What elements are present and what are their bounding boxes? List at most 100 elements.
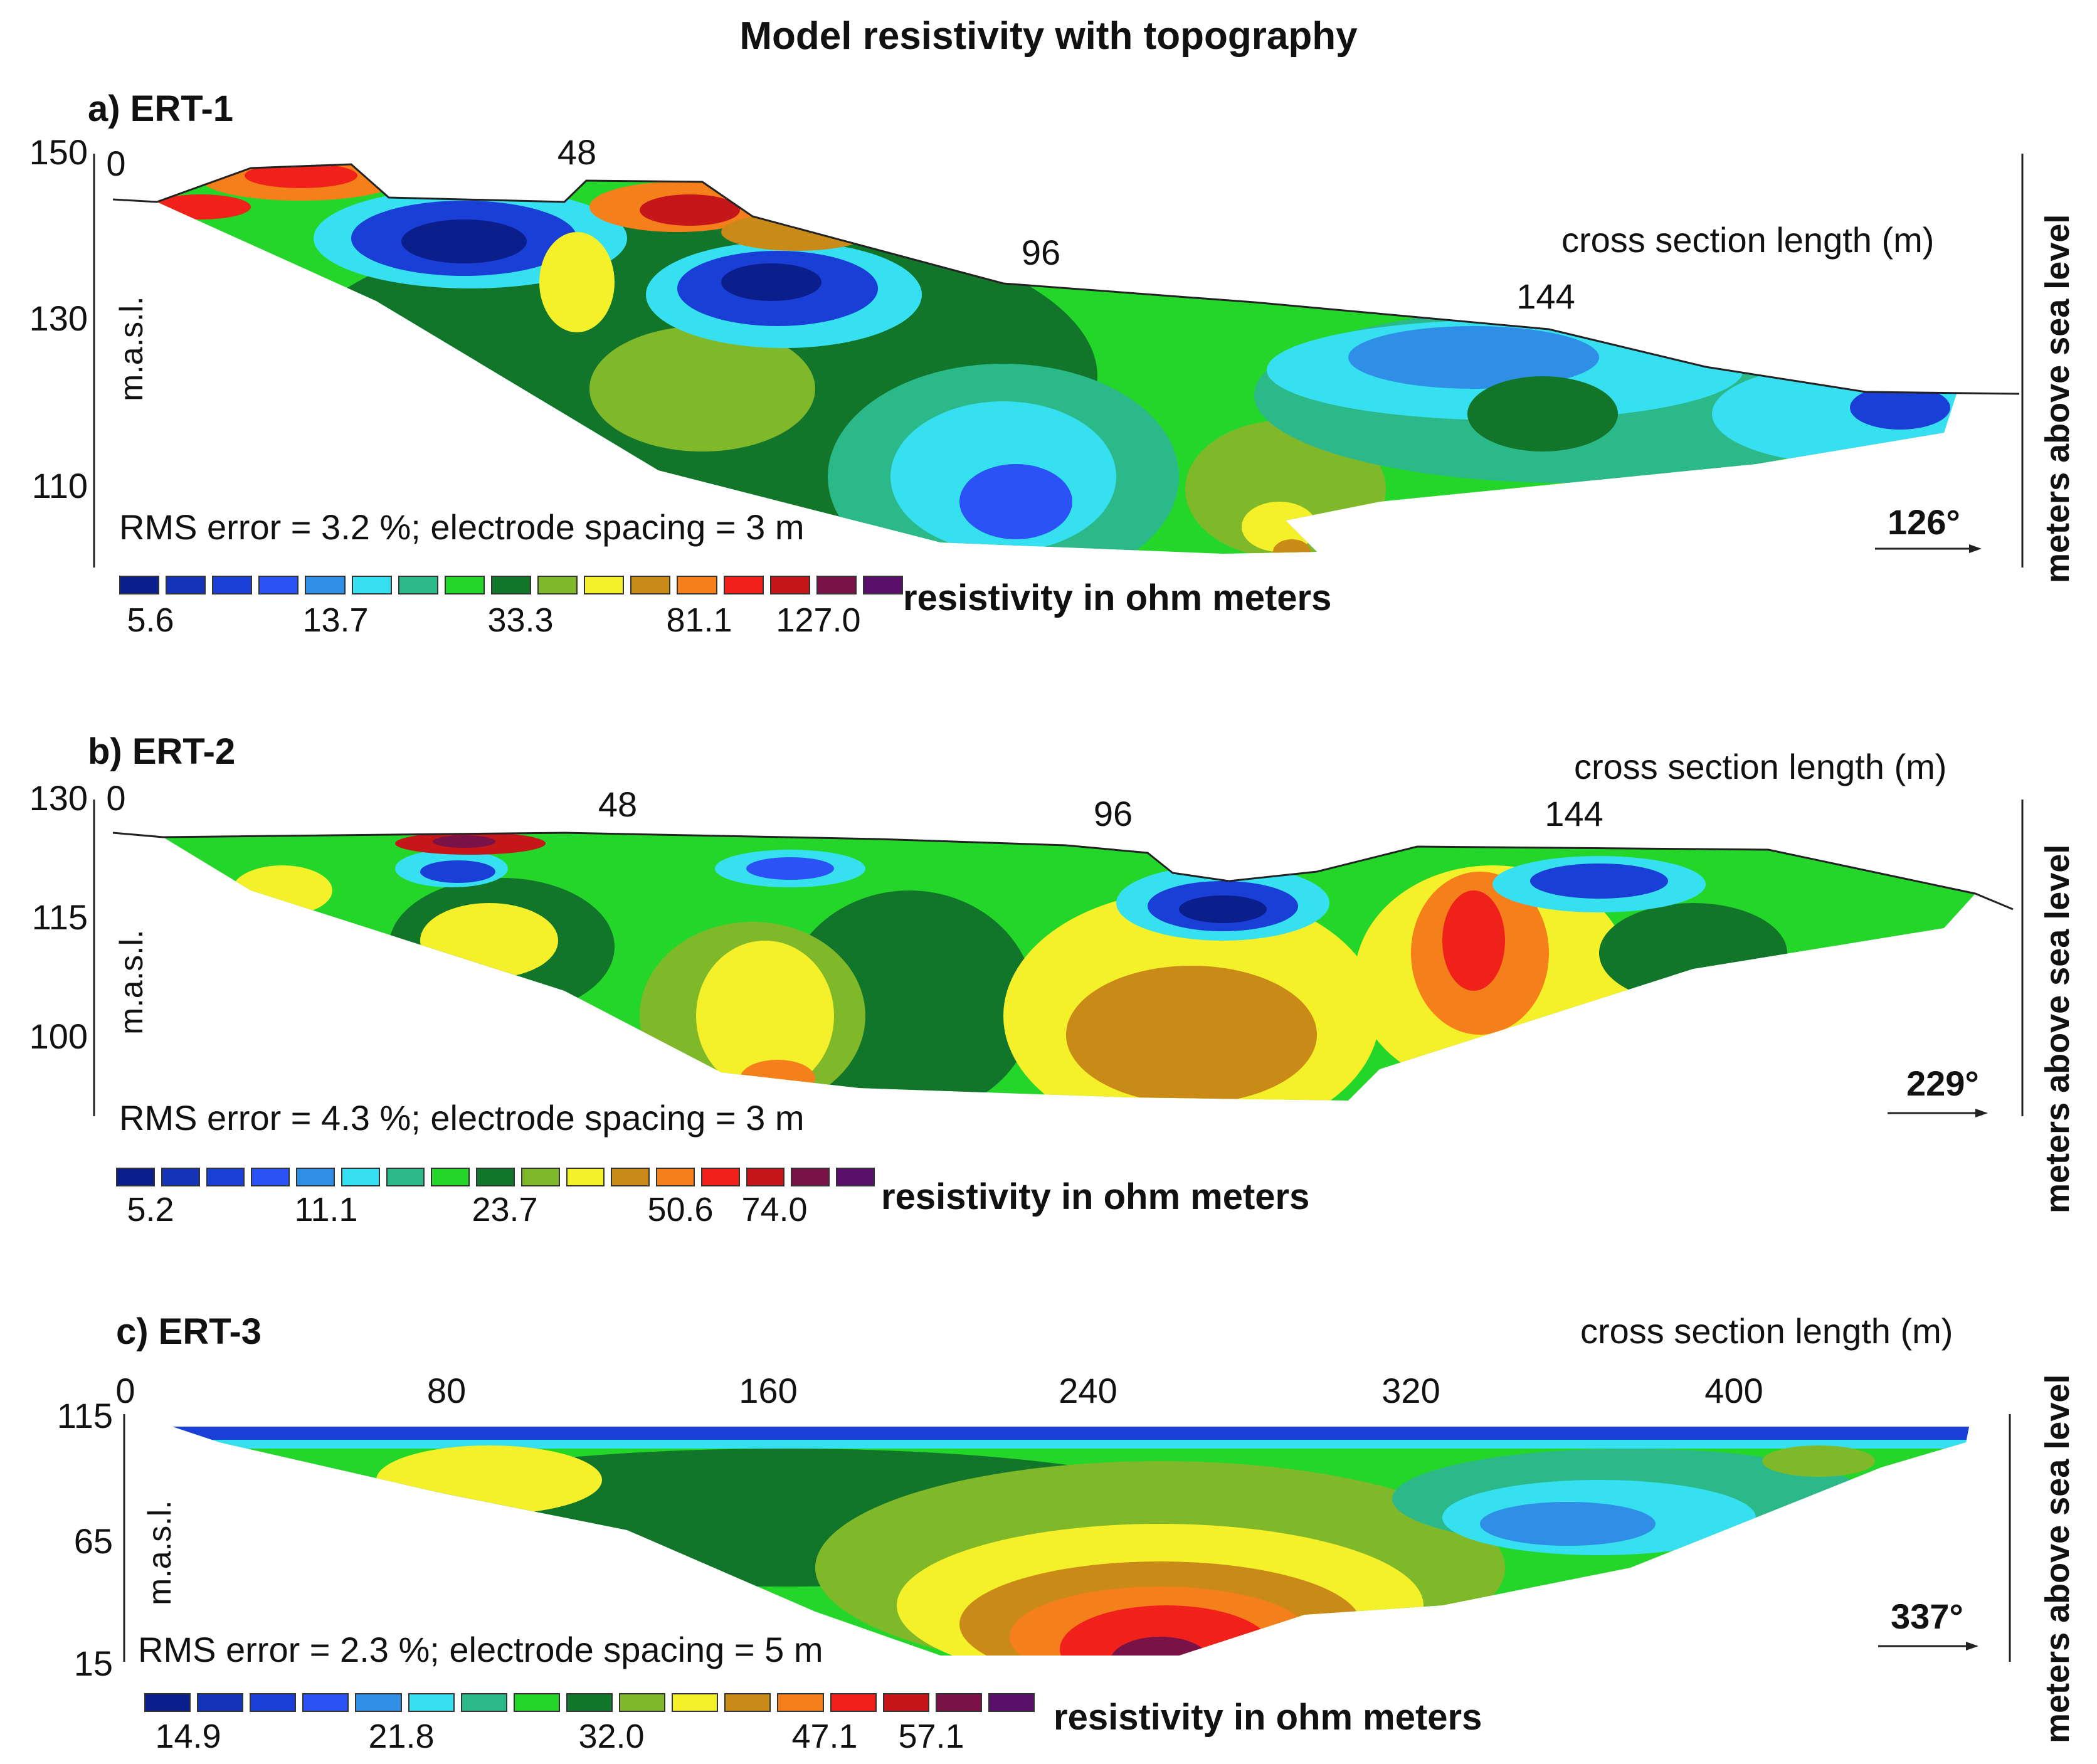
x-tick-ert3-240: 240 <box>1059 1371 1117 1410</box>
section-ert2 <box>163 833 1975 1101</box>
y-axis-right-label-ert3: meters above sea level <box>2039 1374 2076 1743</box>
color-swatch-1-3 <box>258 576 299 594</box>
x-tick-ert1-144: 144 <box>1516 277 1575 316</box>
legend-value-ert3-2: 32.0 <box>578 1718 645 1755</box>
x-tick-ert2-144: 144 <box>1545 794 1603 833</box>
legend-value-ert3-4: 57.1 <box>898 1718 964 1755</box>
color-swatch-3-10 <box>672 1693 719 1712</box>
y-tick-ert1-130: 130 <box>29 298 88 338</box>
color-swatch-3-11 <box>724 1693 771 1712</box>
color-swatch-1-9 <box>537 576 578 594</box>
color-swatch-3-15 <box>935 1693 982 1712</box>
x-tick-ert3-400: 400 <box>1704 1371 1763 1410</box>
color-swatch-3-4 <box>355 1693 402 1712</box>
color-swatch-3-9 <box>619 1693 666 1712</box>
color-swatch-3-12 <box>777 1693 824 1712</box>
legend-title-ert3: resistivity in ohm meters <box>1054 1697 1482 1738</box>
arrow-head-ert2 <box>1975 1109 1988 1117</box>
rms-text-ert1: RMS error = 3.2 %; electrode spacing = 3… <box>119 507 805 547</box>
legend-value-ert1-1: 13.7 <box>302 601 369 639</box>
legend-value-ert3-0: 14.9 <box>155 1718 221 1755</box>
color-swatch-2-7 <box>431 1168 470 1186</box>
legend-value-ert3-3: 47.1 <box>791 1718 858 1755</box>
color-swatch-3-1 <box>197 1693 244 1712</box>
legend-value-ert1-4: 127.0 <box>776 601 861 639</box>
y-tick-ert3-65: 65 <box>73 1521 113 1561</box>
color-swatch-2-3 <box>251 1168 290 1186</box>
x-tick-ert1-0: 0 <box>106 144 126 183</box>
color-swatch-2-8 <box>476 1168 515 1186</box>
color-swatch-1-0 <box>119 576 160 594</box>
y-axis-label-ert2: m.a.s.l. <box>114 929 150 1035</box>
color-swatch-2-10 <box>566 1168 605 1186</box>
y-axis-right-label-ert2: meters above sea level <box>2039 844 2076 1213</box>
color-swatch-3-5 <box>408 1693 455 1712</box>
color-swatch-2-0 <box>116 1168 155 1186</box>
color-swatch-1-10 <box>584 576 625 594</box>
y-axis-label-ert1: m.a.s.l. <box>114 296 150 401</box>
legend-value-ert1-0: 5.6 <box>127 601 174 639</box>
legend-value-ert2-2: 23.7 <box>472 1191 538 1228</box>
color-swatch-1-15 <box>816 576 857 594</box>
color-swatch-3-6 <box>460 1693 507 1712</box>
color-swatch-3-7 <box>513 1693 560 1712</box>
y-tick-ert1-110: 110 <box>31 466 88 505</box>
x-tick-ert1-96: 96 <box>1021 233 1061 272</box>
color-swatch-1-8 <box>490 576 532 594</box>
rms-text-ert2: RMS error = 4.3 %; electrode spacing = 3… <box>119 1098 805 1138</box>
arrow-head-ert3 <box>1966 1642 1978 1650</box>
color-swatch-2-15 <box>791 1168 830 1186</box>
color-swatch-3-16 <box>988 1693 1035 1712</box>
legend-value-ert2-3: 50.6 <box>647 1191 714 1228</box>
x-tick-ert2-0: 0 <box>106 778 126 818</box>
azimuth-ert3: 337° <box>1891 1597 1963 1636</box>
color-swatch-1-2 <box>212 576 253 594</box>
azimuth-ert1: 126° <box>1888 502 1960 542</box>
panel-label-ert3: c) ERT-3 <box>116 1311 262 1352</box>
y-axis-right-label-ert1: meters above sea level <box>2039 214 2076 583</box>
legend-value-ert2-1: 11.1 <box>294 1191 358 1228</box>
color-swatch-3-8 <box>566 1693 613 1712</box>
color-swatch-2-2 <box>206 1168 245 1186</box>
color-swatch-1-14 <box>769 576 810 594</box>
color-swatch-1-11 <box>630 576 671 594</box>
panel-label-ert1: a) ERT-1 <box>88 88 234 129</box>
color-swatch-1-12 <box>677 576 717 594</box>
arrow-head-ert1 <box>1969 544 1982 553</box>
color-swatch-3-14 <box>882 1693 929 1712</box>
x-tick-ert3-160: 160 <box>739 1371 798 1410</box>
color-swatch-2-11 <box>611 1168 650 1186</box>
color-swatch-2-13 <box>700 1168 740 1186</box>
legend-value-ert3-1: 21.8 <box>368 1718 435 1755</box>
color-swatch-1-5 <box>351 576 392 594</box>
color-swatch-1-16 <box>862 576 903 594</box>
topography-line-ert1 <box>112 163 2020 395</box>
y-axis-label-ert3: m.a.s.l. <box>142 1500 178 1605</box>
color-swatch-3-0 <box>144 1693 191 1712</box>
x-tick-ert3-320: 320 <box>1381 1371 1440 1410</box>
y-tick-ert2-115: 115 <box>31 897 88 937</box>
color-swatch-2-16 <box>836 1168 875 1186</box>
legend-title-ert1: resistivity in ohm meters <box>903 578 1332 618</box>
color-swatch-1-6 <box>398 576 438 594</box>
color-swatch-3-13 <box>830 1693 877 1712</box>
x-tick-ert1-48: 48 <box>557 132 597 172</box>
panel-label-ert2: b) ERT-2 <box>88 731 236 772</box>
y-tick-ert3-15: 15 <box>73 1644 113 1683</box>
chart-title: Model resistivity with topography <box>739 14 1358 58</box>
legend-value-ert2-0: 5.2 <box>127 1191 174 1228</box>
x-axis-label-ert1: cross section length (m) <box>1561 220 1935 260</box>
color-swatch-2-12 <box>656 1168 695 1186</box>
color-swatch-1-13 <box>723 576 764 594</box>
color-swatch-1-4 <box>305 576 346 594</box>
legend-value-ert2-4: 74.0 <box>741 1191 808 1228</box>
legend-value-ert1-2: 33.3 <box>487 601 554 639</box>
color-swatch-2-5 <box>341 1168 380 1186</box>
x-tick-ert2-48: 48 <box>598 784 638 824</box>
colorbar-ert3 <box>144 1693 1041 1713</box>
azimuth-ert2: 229° <box>1906 1064 1979 1103</box>
rms-text-ert3: RMS error = 2.3 %; electrode spacing = 5… <box>138 1630 823 1669</box>
color-swatch-1-1 <box>166 576 206 594</box>
color-swatch-2-14 <box>746 1168 785 1186</box>
